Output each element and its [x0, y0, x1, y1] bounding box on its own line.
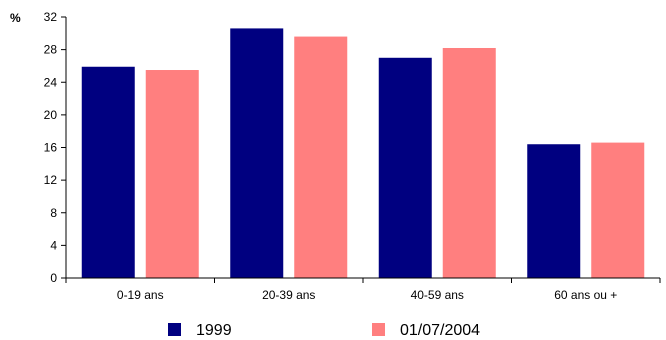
y-tick-label: 12	[44, 173, 58, 187]
bar-series2-0	[145, 70, 199, 278]
y-tick-label: 20	[44, 108, 58, 122]
legend: 1999 01/07/2004	[168, 322, 480, 339]
legend-swatch	[372, 323, 385, 336]
bar-series1-2	[378, 57, 432, 278]
y-tick-label: 8	[50, 206, 57, 220]
bar-series1-0	[81, 66, 135, 278]
y-unit-label: %	[10, 11, 21, 25]
x-tick-label: 0-19 ans	[117, 288, 164, 302]
y-tick-label: 0	[50, 271, 57, 285]
legend-swatch	[168, 323, 181, 336]
x-tick-label: 40-59 ans	[411, 288, 464, 302]
y-tick-label: 32	[44, 10, 58, 24]
x-tick-label: 20-39 ans	[262, 288, 315, 302]
bar-series1-3	[527, 144, 581, 278]
bar-series1-1	[230, 28, 284, 279]
x-tick-label: 60 ans ou +	[554, 288, 617, 302]
bar-series2-2	[442, 47, 496, 279]
y-tick-label: 16	[44, 141, 58, 155]
x-axis-labels: 0-19 ans 20-39 ans 40-59 ans 60 ans ou +	[65, 278, 661, 302]
y-tick-label: 4	[50, 238, 57, 252]
legend-label: 01/07/2004	[400, 322, 480, 339]
bars	[81, 28, 645, 279]
y-axis-ticks: 0 4 8 12 16 20 24 28 32	[44, 10, 66, 285]
bar-series2-1	[294, 36, 348, 279]
legend-label: 1999	[196, 322, 232, 339]
bar-series2-3	[591, 142, 645, 278]
y-tick-label: 24	[44, 75, 58, 89]
y-tick-label: 28	[44, 43, 58, 57]
